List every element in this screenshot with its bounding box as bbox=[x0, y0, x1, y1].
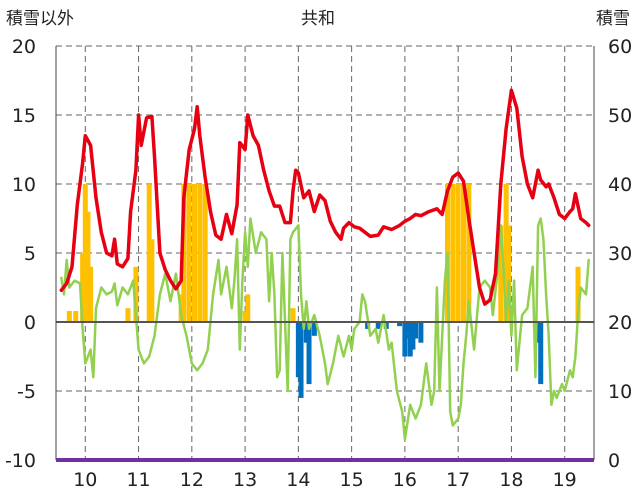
x-tick-label: 15 bbox=[340, 469, 364, 491]
snow-bar bbox=[503, 184, 509, 322]
right-tick-label: 60 bbox=[608, 36, 632, 58]
left-tick-label: 5 bbox=[24, 243, 36, 265]
left-axis-label: 積雪以外 bbox=[6, 9, 74, 29]
snow-bar bbox=[498, 225, 504, 322]
snow-bar bbox=[306, 322, 312, 385]
snow-bar bbox=[410, 322, 416, 350]
snow-bar bbox=[149, 239, 155, 322]
grid bbox=[56, 45, 594, 460]
right-tick-label: 40 bbox=[608, 174, 632, 196]
snow-bar bbox=[311, 322, 317, 336]
snow-bar bbox=[538, 322, 544, 385]
snow-bar bbox=[298, 322, 304, 398]
snow-bar bbox=[535, 322, 541, 343]
snow-bar bbox=[202, 184, 208, 322]
bars bbox=[66, 184, 581, 398]
snow-bar bbox=[407, 322, 413, 357]
snow-bar bbox=[418, 322, 424, 343]
left-tick-label: 20 bbox=[12, 36, 36, 58]
snow-bar bbox=[85, 211, 91, 322]
snow-bar bbox=[66, 310, 72, 322]
snow-bar bbox=[186, 184, 192, 322]
left-tick-label: -5 bbox=[17, 381, 36, 403]
right-tick-label: 10 bbox=[608, 381, 632, 403]
snow-bar bbox=[88, 266, 94, 322]
left-tick-label: 10 bbox=[12, 174, 36, 196]
x-tick-label: 16 bbox=[393, 469, 417, 491]
snow-bar bbox=[413, 322, 419, 339]
snow-bar bbox=[82, 184, 88, 322]
snow-bar bbox=[303, 322, 309, 343]
right-tick-label: 30 bbox=[608, 243, 632, 265]
snow-bar bbox=[402, 322, 408, 357]
snow-bar bbox=[146, 184, 152, 322]
right-tick-label: 0 bbox=[608, 450, 620, 472]
x-tick-label: 14 bbox=[286, 469, 310, 491]
snow-bar bbox=[73, 310, 79, 322]
left-tick-label: 15 bbox=[12, 105, 36, 127]
left-tick-label: 0 bbox=[24, 312, 36, 334]
snow-bar bbox=[455, 184, 461, 322]
snow-bar bbox=[191, 184, 197, 322]
snow-bar bbox=[575, 266, 581, 322]
snow-bar bbox=[290, 308, 296, 322]
snow-bar bbox=[506, 225, 512, 322]
snow-bar bbox=[133, 266, 139, 322]
snow-bar bbox=[295, 322, 301, 378]
red-series-line bbox=[59, 88, 591, 306]
x-tick-label: 11 bbox=[126, 469, 150, 491]
snow-bar bbox=[405, 322, 411, 339]
snow-bar bbox=[397, 322, 403, 327]
tick-labels: -10 -5 0 5 10 15 20 0 10 20 30 40 50 60 10 11 12 13 14 15 16… bbox=[5, 36, 632, 491]
left-tick-label: -10 bbox=[5, 450, 36, 472]
snow-bar bbox=[466, 184, 472, 322]
right-tick-label: 20 bbox=[608, 312, 632, 334]
snow-bar bbox=[125, 308, 131, 322]
x-tick-label: 12 bbox=[180, 469, 204, 491]
x-tick-label: 17 bbox=[446, 469, 470, 491]
right-axis-label: 積雪 bbox=[596, 9, 630, 29]
snow-bar bbox=[181, 184, 187, 322]
x-tick-label: 18 bbox=[499, 469, 523, 491]
snow-bar bbox=[375, 322, 381, 329]
x-tick-label: 10 bbox=[73, 469, 97, 491]
snow-bar bbox=[450, 184, 456, 322]
chart-title: 共和 bbox=[301, 9, 335, 29]
right-tick-label: 50 bbox=[608, 105, 632, 127]
snow-bar bbox=[460, 184, 466, 322]
snow-bar bbox=[245, 294, 251, 322]
x-tick-label: 19 bbox=[553, 469, 577, 491]
axes bbox=[55, 46, 595, 462]
snow-bar bbox=[242, 310, 248, 322]
x-tick-label: 13 bbox=[233, 469, 257, 491]
snow-bar bbox=[80, 253, 86, 322]
snow-bar bbox=[197, 184, 203, 322]
